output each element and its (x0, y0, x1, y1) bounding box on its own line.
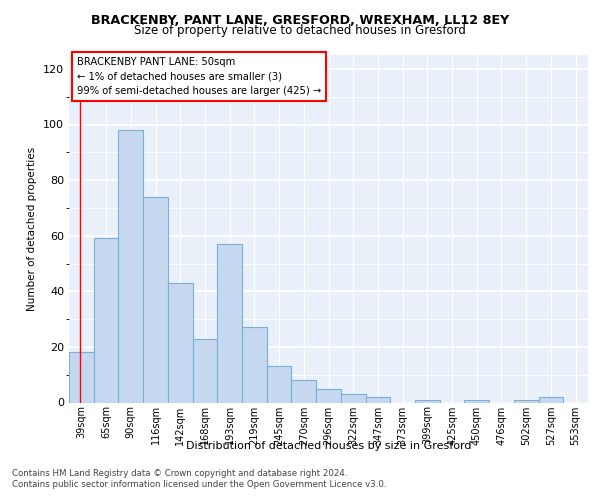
Bar (193, 338, 217, 402)
Bar (267, 366, 292, 402)
Bar (464, 400, 489, 402)
Bar (242, 328, 267, 402)
Bar (118, 130, 143, 402)
Y-axis label: Number of detached properties: Number of detached properties (28, 146, 37, 311)
Bar (69, 352, 94, 403)
Text: BRACKENBY, PANT LANE, GRESFORD, WREXHAM, LL12 8EY: BRACKENBY, PANT LANE, GRESFORD, WREXHAM,… (91, 14, 509, 27)
Bar (143, 197, 168, 402)
Bar (341, 394, 365, 402)
Bar (514, 400, 539, 402)
Bar (217, 244, 242, 402)
Bar (292, 380, 316, 402)
Text: Size of property relative to detached houses in Gresford: Size of property relative to detached ho… (134, 24, 466, 37)
Bar (316, 388, 341, 402)
Bar (94, 238, 118, 402)
Text: Contains public sector information licensed under the Open Government Licence v3: Contains public sector information licen… (12, 480, 386, 489)
Bar (415, 400, 440, 402)
Bar (539, 397, 563, 402)
Text: BRACKENBY PANT LANE: 50sqm
← 1% of detached houses are smaller (3)
99% of semi-d: BRACKENBY PANT LANE: 50sqm ← 1% of detac… (77, 56, 321, 96)
Bar (365, 397, 390, 402)
Bar (168, 283, 193, 403)
Text: Contains HM Land Registry data © Crown copyright and database right 2024.: Contains HM Land Registry data © Crown c… (12, 469, 347, 478)
Text: Distribution of detached houses by size in Gresford: Distribution of detached houses by size … (186, 441, 472, 451)
